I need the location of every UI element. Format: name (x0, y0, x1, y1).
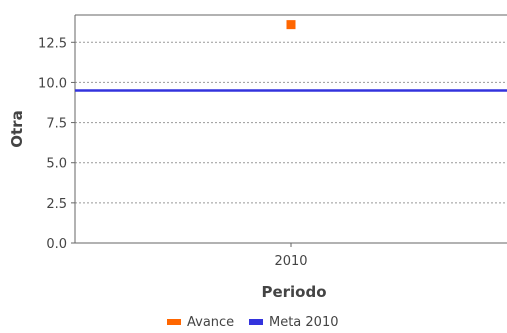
axes (74, 14, 507, 244)
legend-swatch-meta-2010 (249, 319, 263, 325)
y-tick-label: 0.0 (46, 237, 67, 252)
legend-label-meta-2010: Meta 2010 (269, 315, 339, 330)
series (75, 20, 507, 92)
y-axis-title: Otra (8, 110, 26, 147)
legend-label-avance: Avance (187, 315, 234, 330)
y-tick-label: 12.5 (38, 36, 67, 51)
x-axis-title: Periodo (261, 283, 326, 301)
y-tick-label: 10.0 (38, 76, 67, 91)
y-tick-labels: 0.0 2.5 5.0 7.5 10.0 12.5 (38, 36, 75, 252)
avance-point (286, 20, 296, 30)
x-tick-labels: 2010 (274, 243, 308, 269)
legend: Avance Meta 2010 (167, 315, 339, 330)
legend-swatch-avance (167, 319, 181, 325)
y-tick-label: 7.5 (46, 117, 67, 132)
y-tick-label: 2.5 (46, 197, 67, 212)
grid-lines (75, 41, 507, 204)
x-tick-label: 2010 (274, 254, 307, 269)
y-tick-label: 5.0 (46, 157, 67, 172)
